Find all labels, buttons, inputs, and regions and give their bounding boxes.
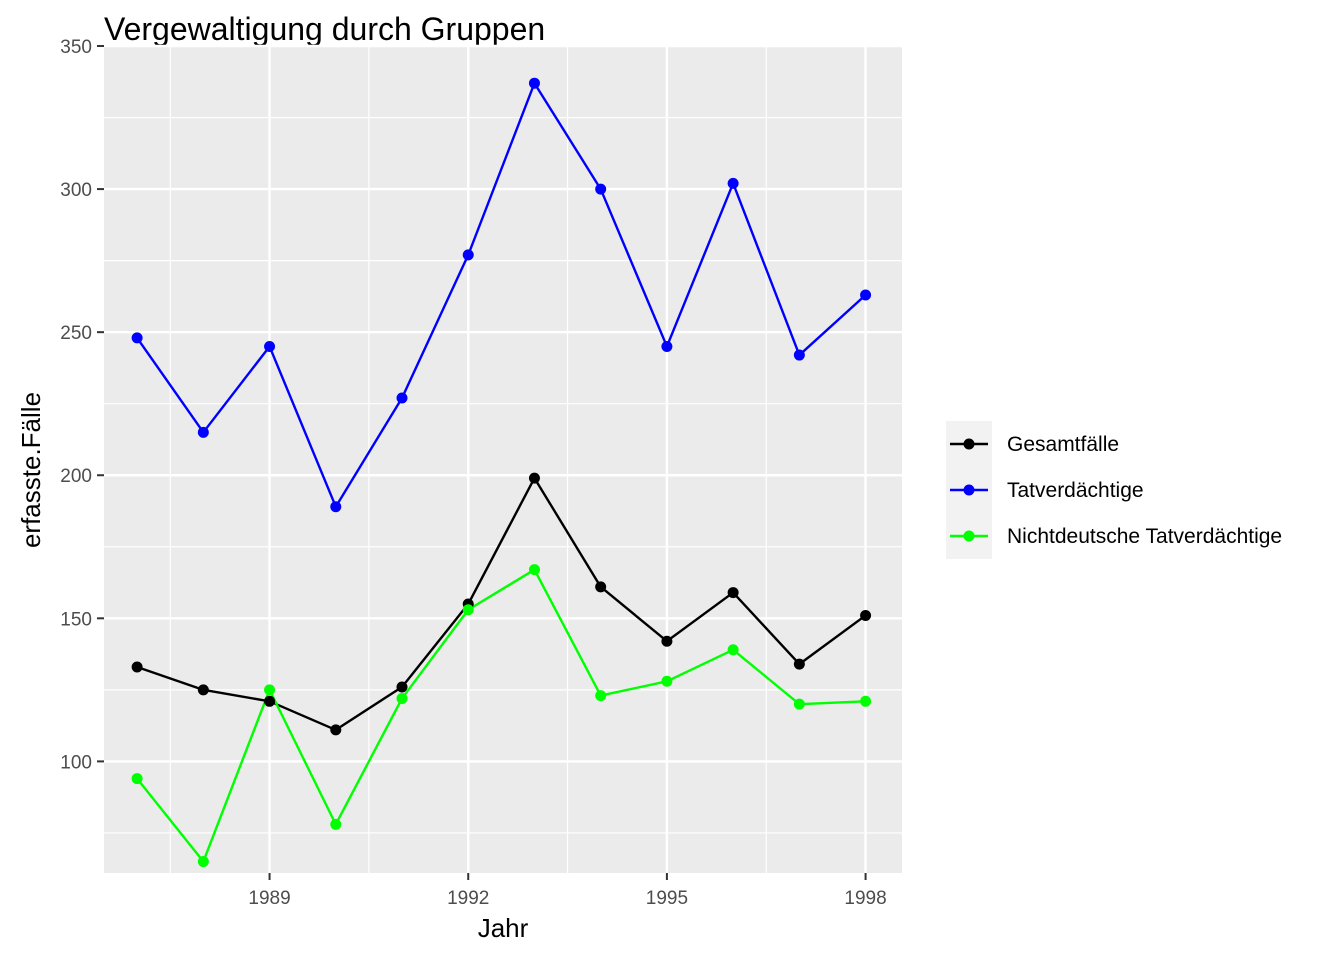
series-point-0	[860, 609, 872, 621]
series-point-2	[595, 690, 607, 702]
plot-panel	[104, 46, 902, 873]
x-tick-label: 1998	[844, 888, 886, 909]
axes: 100 150 200 250 300 350 1989 1992 1995 1998	[60, 37, 886, 909]
series-point-0	[727, 587, 739, 599]
y-tick-label: 100	[60, 752, 92, 773]
legend: Gesamtfälle Tatverdächtige Nichtdeutsche T…	[946, 421, 1282, 559]
series-point-0	[330, 724, 342, 736]
series-line-0	[136, 476, 867, 732]
series-point-0	[197, 684, 209, 696]
series-point-2	[330, 818, 342, 830]
series-point-2	[528, 564, 540, 576]
series-point-0	[793, 658, 805, 670]
series-point-2	[661, 675, 673, 687]
legend-label: Gesamtfälle	[1007, 433, 1119, 456]
y-tick-label: 250	[60, 323, 92, 344]
series-point-0	[264, 695, 276, 707]
y-tick-label: 150	[60, 609, 92, 630]
series-layer	[131, 77, 872, 868]
series-point-1	[727, 177, 739, 189]
y-tick-label: 350	[60, 37, 92, 58]
series-point-1	[396, 392, 408, 404]
series-point-1	[264, 340, 276, 352]
series-point-0	[595, 581, 607, 593]
y-axis-title: erfasste.Fälle	[16, 392, 46, 548]
series-point-1	[330, 501, 342, 513]
series-point-2	[396, 692, 408, 704]
x-tick-label: 1989	[248, 888, 290, 909]
series-point-2	[727, 644, 739, 656]
series-point-1	[595, 183, 607, 195]
x-tick-label: 1995	[646, 888, 688, 909]
y-tick-label: 200	[60, 466, 92, 487]
series-point-1	[860, 289, 872, 301]
legend-key-point	[963, 438, 975, 450]
x-tick-label: 1992	[447, 888, 489, 909]
series-point-1	[462, 249, 474, 261]
chart-title: Vergewaltigung durch Gruppen	[104, 11, 545, 47]
series-point-2	[793, 698, 805, 710]
series-point-1	[661, 340, 673, 352]
series-point-2	[197, 856, 209, 868]
grid-layer	[104, 44, 902, 873]
series-line-2	[136, 568, 866, 863]
series-point-1	[131, 332, 143, 344]
series-point-0	[396, 681, 408, 693]
x-axis-title: Jahr	[478, 913, 529, 943]
series-line-1	[136, 82, 867, 508]
legend-key-point	[963, 530, 975, 542]
series-point-1	[197, 426, 209, 438]
series-point-1	[793, 349, 805, 361]
series-point-2	[462, 604, 474, 616]
y-tick-label: 300	[60, 180, 92, 201]
series-point-2	[860, 695, 872, 707]
legend-label: Nichtdeutsche Tatverdächtige	[1007, 525, 1282, 548]
series-point-0	[131, 661, 143, 673]
series-point-2	[264, 684, 276, 696]
series-point-0	[661, 635, 673, 647]
legend-key-point	[963, 484, 975, 496]
series-point-2	[131, 773, 143, 785]
series-point-0	[528, 472, 540, 484]
series-point-1	[528, 77, 540, 89]
legend-label: Tatverdächtige	[1007, 479, 1144, 502]
